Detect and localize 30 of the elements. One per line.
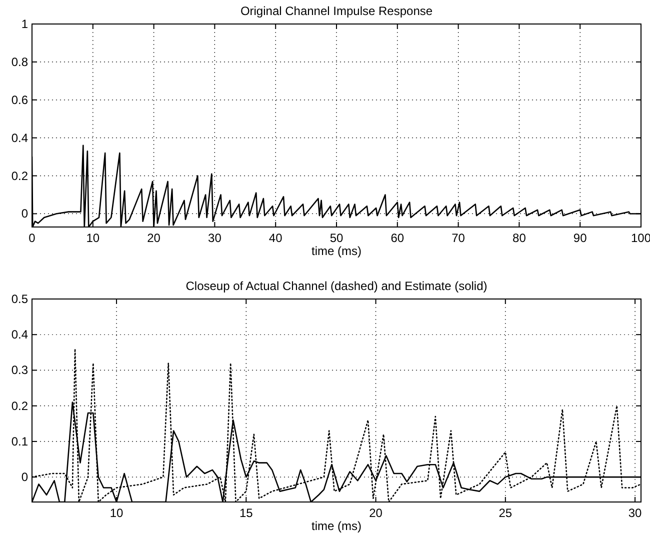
x-tick-label: 20 bbox=[147, 231, 161, 245]
x-axis-title: time (ms) bbox=[312, 244, 362, 258]
y-tick-label: 0.2 bbox=[11, 168, 28, 183]
y-tick-label: 0 bbox=[21, 470, 28, 484]
x-tick-label: 30 bbox=[208, 231, 222, 245]
x-tick-label: 60 bbox=[390, 231, 404, 245]
y-tick-label: 0.4 bbox=[11, 130, 28, 145]
x-tick-label: 90 bbox=[573, 231, 588, 245]
x-tick-label: 70 bbox=[452, 231, 466, 245]
y-tick-label: 0.8 bbox=[11, 54, 28, 69]
x-tick-label: 20 bbox=[369, 506, 383, 520]
x-tick-label: 50 bbox=[330, 231, 344, 245]
y-tick-label: 0 bbox=[21, 206, 28, 221]
x-tick-label: 15 bbox=[239, 506, 254, 520]
y-tick-label: 0.4 bbox=[11, 328, 28, 342]
y-tick-label: 0.3 bbox=[11, 363, 28, 378]
y-tick-label: 0.5 bbox=[11, 292, 28, 306]
x-tick-label: 40 bbox=[268, 231, 283, 245]
x-tick-label: 10 bbox=[86, 231, 100, 245]
chart-title: Closeup of Actual Channel (dashed) and Estimate (solid) bbox=[186, 279, 488, 293]
x-tick-label: 80 bbox=[512, 231, 526, 245]
x-axis-title: time (ms) bbox=[312, 519, 362, 533]
y-tick-label: 1 bbox=[21, 17, 28, 31]
x-tick-label: 25 bbox=[498, 506, 512, 520]
x-tick-label: 10 bbox=[110, 506, 124, 520]
x-tick-label: 30 bbox=[628, 506, 642, 520]
y-tick-label: 0.6 bbox=[11, 92, 28, 107]
chart-title: Original Channel Impulse Response bbox=[240, 4, 433, 18]
y-tick-label: 0.2 bbox=[11, 398, 28, 413]
y-tick-label: 0.1 bbox=[11, 434, 28, 448]
